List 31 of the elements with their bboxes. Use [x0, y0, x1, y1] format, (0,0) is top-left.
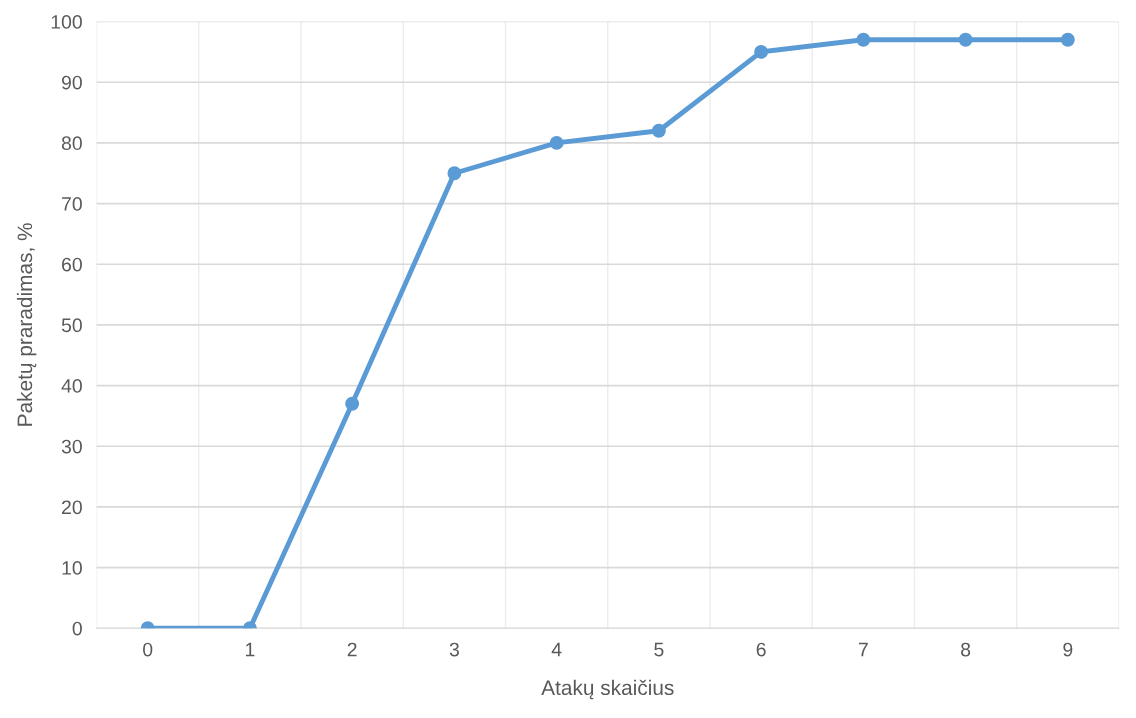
- x-tick-label: 1: [246, 642, 255, 657]
- point: [345, 396, 360, 411]
- y-tick-label: 100: [51, 15, 82, 29]
- x-tick-label: 9: [1063, 642, 1073, 657]
- y-tick-label: 0: [72, 621, 82, 636]
- x-axis-title: Atakų skaičius: [541, 679, 674, 700]
- x-tick-label: 3: [449, 642, 459, 657]
- x-tick-label: 0: [143, 642, 153, 657]
- point: [856, 32, 871, 47]
- y-tick-label: 10: [62, 561, 82, 575]
- point: [447, 166, 462, 181]
- y-tick-label: 20: [62, 500, 82, 515]
- x-tick-label: 7: [858, 642, 868, 657]
- x-tick-label: 5: [654, 642, 664, 657]
- y-tick-label: 90: [61, 75, 82, 90]
- y-tick-label: 40: [61, 379, 82, 393]
- x-tick-label: 6: [756, 642, 766, 657]
- y-tick-label: 50: [61, 318, 82, 333]
- point: [958, 32, 973, 47]
- point: [1060, 32, 1075, 47]
- y-tick-label: 80: [61, 136, 82, 151]
- y-tick-label: 30: [61, 439, 82, 454]
- point: [549, 135, 564, 150]
- point: [651, 123, 666, 138]
- x-tick-label: 4: [551, 642, 562, 657]
- x-tick-label: 8: [961, 642, 971, 657]
- y-tick-label: 70: [62, 197, 82, 211]
- y-tick-label: 60: [62, 257, 82, 272]
- y-axis-title: Paketų praradimas, %: [16, 223, 37, 426]
- x-tick-label: 2: [347, 642, 357, 657]
- point: [754, 44, 769, 59]
